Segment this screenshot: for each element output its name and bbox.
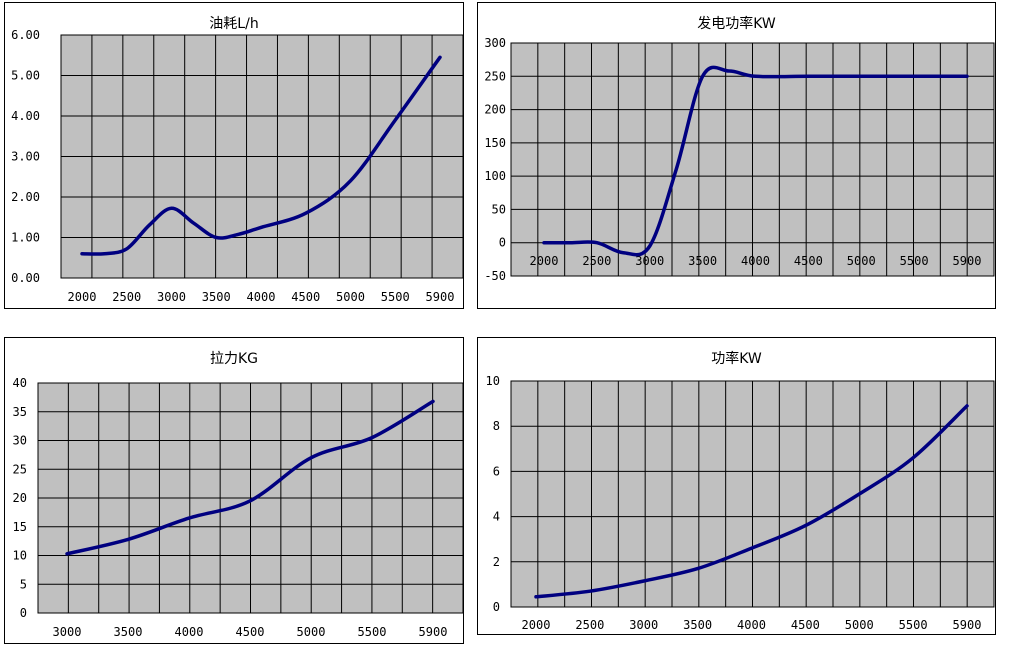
x-tick-label: 2000 — [530, 254, 559, 268]
y-tick-label: 5.00 — [11, 69, 40, 83]
x-tick-label: 5000 — [847, 254, 876, 268]
y-tick-label: 30 — [13, 434, 27, 448]
x-tick-label: 2500 — [582, 254, 611, 268]
y-tick-label: 25 — [13, 462, 27, 476]
y-tick-label: 0.00 — [11, 271, 40, 285]
chart-svg: 0 5 10 15 20 25 30 35 40 3000 3500 4000 4500 5000 5500… — [13, 376, 464, 639]
y-tick-label: 1.00 — [11, 231, 40, 245]
y-tick-label: 2.00 — [11, 190, 40, 204]
x-tick-label: 4500 — [236, 625, 265, 639]
series-line — [542, 65, 969, 257]
y-tick-label: 3.00 — [11, 150, 40, 164]
chart-title: 拉力KG — [209, 351, 259, 367]
thrust-chart: 拉力KG 0 5 10 15 20 25 30 35 40 3000 3500 4000 4500 500… — [4, 337, 464, 644]
y-tick-label: 50 — [492, 202, 506, 216]
x-tick-label: 5900 — [426, 290, 455, 304]
x-tick-label: 2500 — [575, 618, 604, 632]
x-tick-label: 2500 — [112, 290, 141, 304]
y-tick-label: 15 — [13, 520, 27, 534]
y-tick-label: 6 — [493, 464, 500, 478]
x-tick-label: 5900 — [953, 618, 982, 632]
y-tick-label: 10 — [486, 374, 500, 388]
fuel-consumption-chart: 油耗L/h 0.00 1.00 2.00 3.00 4.00 5.00 6.00 2000 25… — [4, 2, 464, 309]
power-chart: 功率KW 0 2 4 6 8 10 2000 2500 3000 3500 4000 4500 5000… — [477, 337, 996, 635]
y-tick-label: 35 — [13, 405, 27, 419]
x-tick-label: 3000 — [629, 618, 658, 632]
x-tick-label: 2000 — [522, 618, 551, 632]
chart-title: 功率KW — [711, 351, 762, 367]
y-tick-label: 4 — [493, 510, 500, 524]
y-tick-label: 6.00 — [11, 28, 40, 42]
x-tick-label: 5000 — [845, 618, 874, 632]
x-tick-label: 3500 — [688, 254, 717, 268]
x-tick-label: 5500 — [358, 625, 387, 639]
x-tick-label: 2000 — [68, 290, 97, 304]
y-tick-label: 10 — [13, 549, 27, 563]
y-tick-label: 250 — [484, 69, 506, 83]
x-tick-label: 5500 — [899, 618, 928, 632]
x-tick-label: 3000 — [53, 625, 82, 639]
chart-title: 发电功率KW — [697, 16, 776, 32]
x-tick-label: 5900 — [953, 254, 982, 268]
x-tick-label: 3000 — [635, 254, 664, 268]
y-tick-label: 5 — [20, 577, 27, 591]
chart-svg: -50 0 50 100 150 200 250 300 2000 2500 3000 3500 400… — [484, 36, 995, 283]
chart-title: 油耗L/h — [209, 16, 259, 32]
x-tick-label: 4000 — [175, 625, 204, 639]
x-tick-label: 3500 — [114, 625, 143, 639]
y-tick-label: 0 — [499, 236, 506, 250]
x-tick-label: 5900 — [419, 625, 448, 639]
y-tick-label: 300 — [484, 36, 506, 50]
y-tick-label: 4.00 — [11, 109, 40, 123]
x-tick-label: 4500 — [291, 290, 320, 304]
y-tick-label: 200 — [484, 103, 506, 117]
y-tick-label: 40 — [13, 376, 27, 390]
x-tick-label: 5000 — [336, 290, 365, 304]
y-tick-label: 0 — [493, 600, 500, 614]
y-tick-label: 100 — [484, 169, 506, 183]
y-tick-label: 2 — [493, 555, 500, 569]
generated-power-chart: 发电功率KW -50 0 50 100 150 200 250 300 2000 2500 3000… — [477, 2, 996, 309]
x-tick-label: 4500 — [791, 618, 820, 632]
x-tick-label: 4000 — [247, 290, 276, 304]
x-tick-label: 3500 — [202, 290, 231, 304]
series-line — [80, 55, 442, 256]
x-tick-label: 5500 — [900, 254, 929, 268]
x-tick-label: 4000 — [741, 254, 770, 268]
y-tick-label: 8 — [493, 419, 500, 433]
y-tick-label: 150 — [484, 136, 506, 150]
y-tick-label: -50 — [484, 269, 506, 283]
chart-svg: 0 2 4 6 8 10 2000 2500 3000 3500 4000 4500 5000 5500 5… — [486, 374, 995, 632]
y-tick-label: 0 — [20, 606, 27, 620]
series-line — [65, 399, 435, 556]
x-tick-label: 3500 — [683, 618, 712, 632]
x-tick-label: 4500 — [794, 254, 823, 268]
y-tick-label: 20 — [13, 491, 27, 505]
series-line — [534, 404, 969, 599]
x-tick-label: 4000 — [737, 618, 766, 632]
x-tick-label: 3000 — [157, 290, 186, 304]
x-tick-label: 5500 — [381, 290, 410, 304]
x-tick-label: 5000 — [297, 625, 326, 639]
chart-svg: 0.00 1.00 2.00 3.00 4.00 5.00 6.00 2000 2500 3000… — [11, 28, 464, 304]
